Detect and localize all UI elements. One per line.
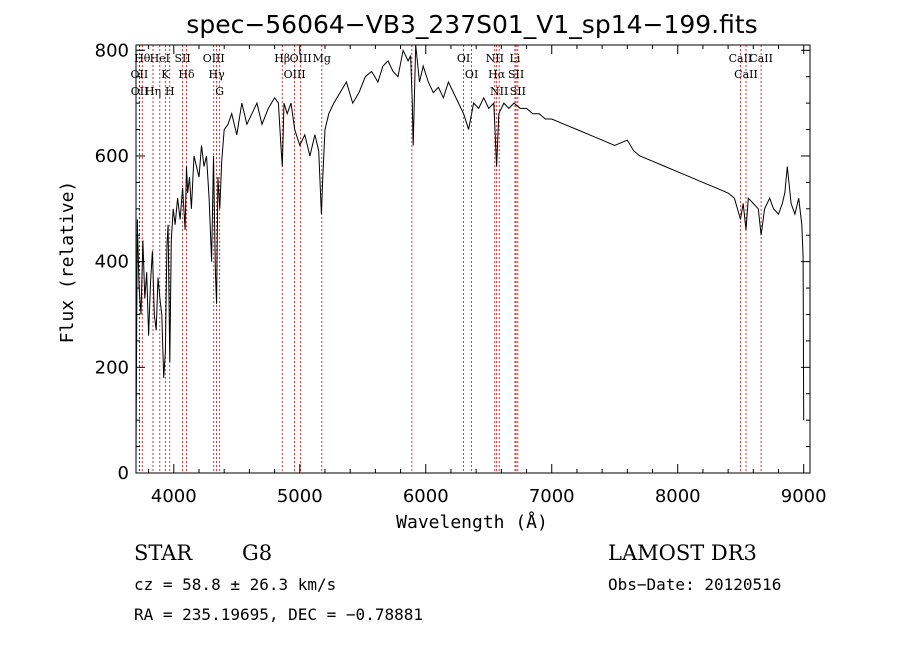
line-label: HeI bbox=[150, 52, 170, 65]
y-tick-label: 200 bbox=[95, 357, 129, 378]
y-tick-label: 400 bbox=[95, 252, 129, 273]
survey-name: LAMOST DR3 bbox=[608, 541, 757, 565]
line-label: SII bbox=[508, 68, 524, 81]
line-label: H bbox=[165, 85, 175, 98]
spectral-line-markers bbox=[139, 45, 762, 473]
x-tick-label: 7000 bbox=[529, 486, 575, 507]
line-label: Hβ bbox=[274, 52, 290, 65]
x-tick-label: 8000 bbox=[655, 486, 701, 507]
object-class: STAR bbox=[134, 541, 193, 565]
x-tick-label: 6000 bbox=[403, 486, 449, 507]
line-label: OII bbox=[131, 68, 149, 81]
line-label: Hδ bbox=[178, 68, 195, 81]
x-axis-label: Wavelength (Å) bbox=[396, 511, 548, 533]
sky-coordinates: RA = 235.19695, DEC = −0.78881 bbox=[134, 605, 423, 624]
y-tick-label: 800 bbox=[95, 40, 129, 61]
line-label: G bbox=[215, 85, 224, 98]
line-label: NII bbox=[486, 52, 504, 65]
line-label: OI bbox=[465, 68, 478, 81]
y-tick-label: 0 bbox=[118, 463, 129, 484]
line-label: Li bbox=[510, 52, 521, 65]
line-label: CaII bbox=[749, 52, 773, 65]
line-label: SII bbox=[174, 52, 190, 65]
y-tick-label: 600 bbox=[95, 146, 129, 167]
x-tick-label: 5000 bbox=[277, 486, 323, 507]
chart-title: spec−56064−VB3_237S01_V1_sp14−199.fits bbox=[186, 10, 757, 39]
line-label: OIII bbox=[290, 52, 312, 65]
line-label: NII bbox=[490, 85, 508, 98]
x-tick-label: 9000 bbox=[781, 486, 827, 507]
flux-series-line bbox=[135, 44, 805, 458]
line-label: Hη bbox=[145, 85, 161, 98]
line-label: CaII bbox=[734, 68, 758, 81]
line-label: OI bbox=[457, 52, 470, 65]
object-subclass: G8 bbox=[242, 541, 272, 565]
y-axis-ticks: 0 200 400 600 800 bbox=[95, 40, 810, 484]
line-label: Hγ bbox=[209, 68, 226, 81]
line-label: OII bbox=[131, 85, 149, 98]
x-axis-ticks: 4000 5000 6000 7000 8000 9000 bbox=[148, 45, 827, 507]
line-label: Hθ bbox=[134, 52, 151, 65]
line-label: SII bbox=[510, 85, 526, 98]
observation-date: Obs−Date: 20120516 bbox=[608, 575, 781, 594]
line-label: Mg bbox=[313, 52, 331, 65]
redshift-text: cz = 58.8 ± 26.3 km/s bbox=[134, 575, 336, 594]
line-label: OIII bbox=[284, 68, 306, 81]
x-tick-label: 4000 bbox=[151, 486, 197, 507]
line-label: CaII bbox=[729, 52, 753, 65]
line-label: OIII bbox=[203, 52, 225, 65]
line-label: K bbox=[161, 68, 170, 81]
y-axis-label: Flux (relative) bbox=[57, 181, 78, 344]
line-label: Hα bbox=[488, 68, 506, 81]
plot-frame bbox=[135, 44, 811, 474]
